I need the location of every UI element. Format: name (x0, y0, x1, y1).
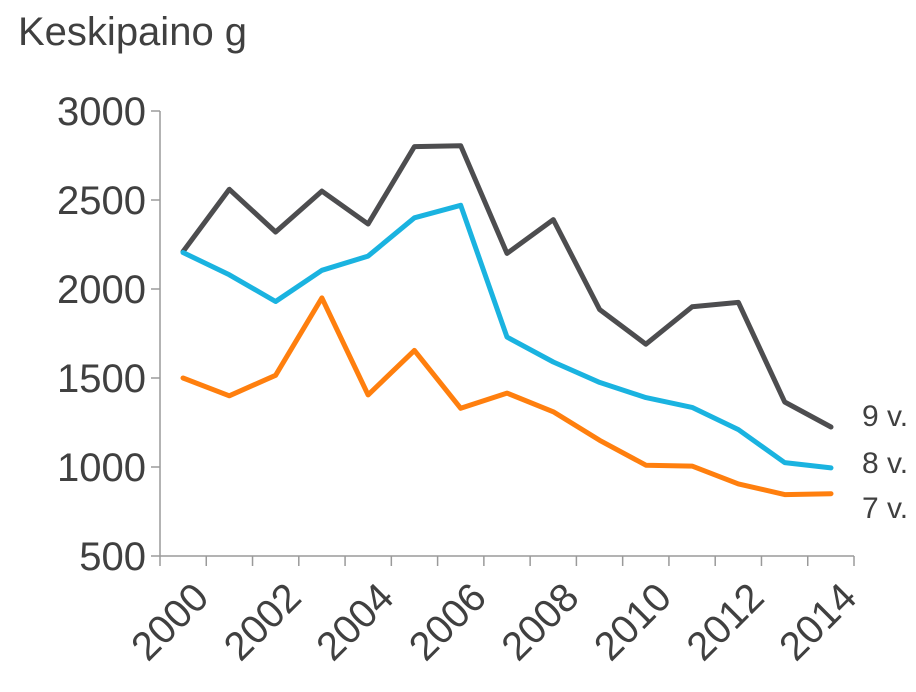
x-tick-label: 2008 (493, 575, 587, 669)
x-tick-label: 2014 (771, 575, 865, 669)
series-label: 7 v. (862, 492, 908, 525)
y-tick-label: 1500 (57, 357, 146, 401)
series-line-2 (180, 202, 834, 471)
series-line-1 (180, 143, 834, 430)
x-tick-label: 2006 (401, 575, 495, 669)
y-tick-label: 2000 (57, 268, 146, 312)
series-label: 9 v. (862, 400, 908, 433)
x-tick-label: 2012 (679, 575, 773, 669)
x-tick-label: 2002 (216, 575, 310, 669)
x-tick-label: 2004 (308, 575, 402, 669)
series-line-3 (180, 295, 834, 498)
series-label: 8 v. (862, 447, 908, 480)
y-tick-label: 3000 (57, 90, 146, 134)
y-tick-label: 500 (79, 535, 146, 579)
y-tick-label: 1000 (57, 446, 146, 490)
x-tick-label: 2000 (123, 575, 217, 669)
y-tick-label: 2500 (57, 179, 146, 223)
x-tick-label: 2010 (586, 575, 680, 669)
chart-title: Keskipaino g (18, 10, 248, 54)
